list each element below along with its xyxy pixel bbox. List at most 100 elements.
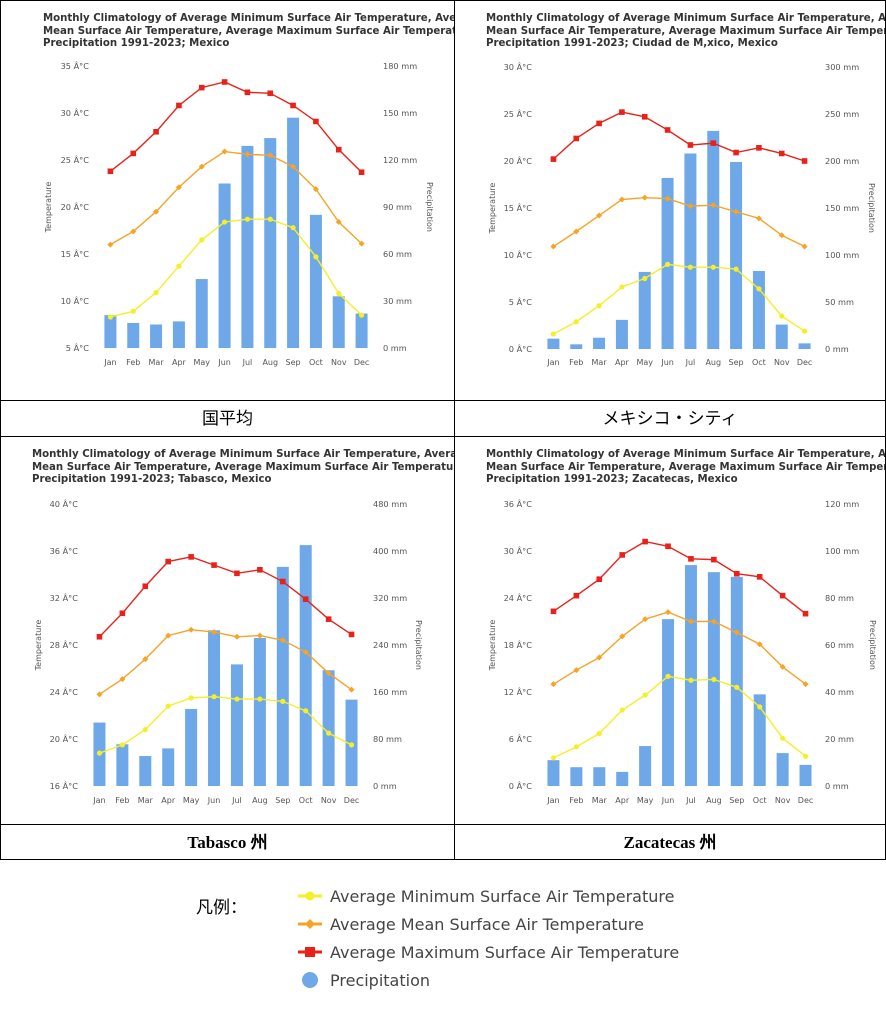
chart-tabasco: 16 Â°C 20 Â°C 24 Â°C 28 Â°C 32 Â°C 36 Â°C 40 Â… [34, 498, 423, 805]
legend-marker-mean-icon [298, 919, 322, 929]
min-temp-point [358, 312, 365, 318]
precip-tick-label: 160 mm [373, 687, 407, 697]
max-temp-point [664, 127, 671, 133]
max-temp-point [711, 556, 717, 563]
month-label: Jul [685, 358, 696, 367]
max-temp-point [619, 109, 625, 115]
precip-tick-label: 150 mm [383, 108, 417, 118]
mean-temp-point [550, 681, 557, 688]
min-temp-point [199, 237, 205, 243]
mean-temp-point [687, 618, 694, 625]
precip-tick-label: 200 mm [825, 156, 859, 166]
month-label: May [183, 796, 200, 805]
chart-panel-tabasco: Monthly Climatology of Average Minimum S… [0, 436, 455, 825]
temp-tick-label: 30 Â°C [504, 545, 533, 556]
min-temp-point [280, 698, 286, 705]
precip-bar [547, 338, 560, 349]
precip-tick-label: 0 mm [373, 781, 397, 791]
precip-bar [116, 744, 129, 786]
precip-tick-label: 250 mm [825, 109, 859, 119]
month-label: May [636, 358, 653, 367]
precip-tick-label: 320 mm [373, 593, 407, 603]
mean-temp-point [221, 148, 228, 155]
precip-bar [309, 214, 322, 348]
precip-bar [230, 664, 243, 786]
temp-tick-label: 10 Â°C [504, 249, 533, 260]
max-temp-point [325, 616, 332, 622]
mean-temp-point [358, 240, 365, 247]
month-label: May [637, 796, 654, 805]
legend-label: Average Maximum Surface Air Temperature [330, 942, 680, 962]
max-temp-point [756, 145, 762, 151]
max-temp-point [96, 633, 103, 640]
precip-tick-label: 150 mm [825, 203, 859, 213]
precip-tick-label: 400 mm [373, 546, 407, 556]
max-temp-line [109, 81, 363, 173]
max-temp-point [279, 578, 286, 585]
mean-temp-point [642, 616, 649, 623]
month-label: Aug [706, 796, 722, 805]
temp-tick-label: 25 Â°C [504, 108, 533, 119]
legend-item-max: Average Maximum Surface Air Temperature [298, 939, 679, 965]
max-temp-point [801, 158, 808, 164]
plot-area: 0 Â°C 6 Â°C 12 Â°C 18 Â°C 24 Â°C 30 Â°C 36 Â°C… [488, 498, 877, 805]
month-label: Mar [149, 358, 165, 367]
min-temp-point [107, 314, 114, 320]
mean-temp-point [596, 654, 603, 661]
temp-tick-label: 20 Â°C [504, 155, 533, 166]
precip-bar [547, 760, 560, 786]
precip-tick-label: 100 mm [825, 250, 859, 260]
temp-tick-label: 35 Â°C [61, 60, 90, 71]
mean-temp-point [302, 649, 309, 656]
precip-bar [162, 748, 175, 786]
month-label: Jan [92, 796, 105, 805]
max-temp-point [687, 142, 694, 148]
mean-temp-point [779, 663, 786, 670]
max-temp-point [211, 562, 217, 568]
y-axis-title-left: Temperature [488, 183, 497, 235]
month-label: Sep [729, 358, 744, 367]
month-label: Sep [286, 358, 301, 367]
precip-tick-label: 80 mm [825, 593, 854, 603]
max-temp-point [335, 146, 342, 153]
temp-tick-label: 5 Â°C [509, 296, 533, 307]
month-label: Jun [207, 796, 221, 805]
month-label: Jan [546, 358, 559, 367]
max-temp-point [619, 552, 626, 558]
plot-area: 5 Â°C 10 Â°C 15 Â°C 20 Â°C 25 Â°C 30 Â°C 35 Â°… [44, 60, 434, 367]
mean-temp-point [619, 633, 626, 640]
min-temp-line [99, 695, 352, 754]
y-axis-title-right: Precipitation [868, 620, 877, 670]
mean-temp-point [665, 609, 672, 616]
temp-tick-label: 10 Â°C [61, 295, 90, 306]
chart-national: 5 Â°C 10 Â°C 15 Â°C 20 Â°C 25 Â°C 30 Â°C 35 Â°… [44, 60, 434, 367]
min-temp-point [119, 742, 125, 748]
temp-tick-label: 24 Â°C [50, 686, 79, 697]
month-label: Nov [321, 796, 337, 805]
min-temp-point [336, 290, 342, 297]
temp-tick-label: 28 Â°C [50, 639, 79, 650]
mean-temp-point [756, 641, 763, 648]
min-temp-point [326, 730, 332, 736]
precip-tick-label: 180 mm [383, 61, 417, 71]
chart-panel-national: Monthly Climatology of Average Minimum S… [0, 0, 455, 401]
month-label: Mar [138, 796, 154, 805]
mean-temp-point [279, 637, 286, 644]
month-label: Jul [242, 358, 253, 367]
precip-tick-label: 30 mm [383, 296, 412, 306]
temp-tick-label: 32 Â°C [50, 592, 79, 603]
legend-label: Precipitation [330, 970, 431, 990]
mean-temp-point [573, 228, 580, 235]
mean-temp-point [107, 241, 114, 248]
max-temp-point [642, 538, 648, 545]
precip-tick-label: 0 mm [383, 343, 407, 353]
min-temp-point [244, 216, 251, 222]
precip-bar [684, 565, 697, 786]
temp-tick-label: 30 Â°C [504, 61, 533, 72]
min-temp-point [642, 275, 648, 282]
min-temp-point [801, 328, 808, 334]
precip-bar [355, 313, 368, 348]
caption-mexico-city: メキシコ・シティ [454, 400, 886, 437]
precip-tick-label: 0 mm [825, 781, 849, 791]
precip-bar [185, 709, 198, 786]
